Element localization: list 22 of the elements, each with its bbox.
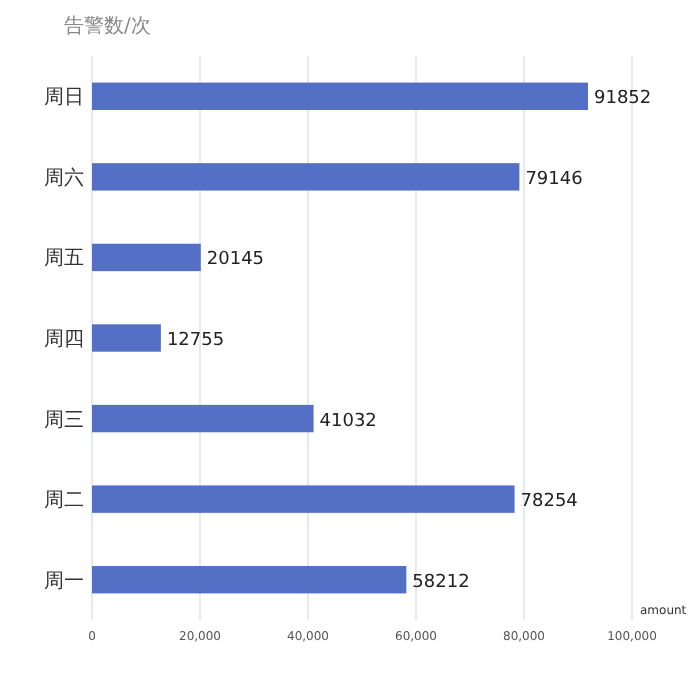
y-tick-label: 周一 <box>44 570 84 593</box>
y-tick-label: 周六 <box>44 165 84 190</box>
y-tick-label: 周日 <box>44 87 84 110</box>
y-tick-label: 周二 <box>44 490 84 513</box>
data-label: 41032 <box>319 411 377 432</box>
data-label: 78254 <box>520 492 579 513</box>
bar <box>92 163 520 191</box>
bar <box>92 404 314 433</box>
data-label: 20145 <box>206 250 265 271</box>
bar <box>92 485 515 513</box>
bar <box>92 324 161 352</box>
data-label: 91852 <box>594 89 652 110</box>
data-label: 58212 <box>412 572 470 593</box>
y-axis-title: 告警数/次 <box>64 14 151 38</box>
bar <box>92 82 588 110</box>
y-tick-label: 周三 <box>44 409 84 432</box>
bar <box>92 243 201 272</box>
data-label: 79146 <box>525 169 584 190</box>
y-tick-label: 周五 <box>44 248 84 271</box>
y-tick-label: 周四 <box>44 329 84 351</box>
data-label: 12755 <box>166 331 225 351</box>
bar <box>92 566 407 594</box>
